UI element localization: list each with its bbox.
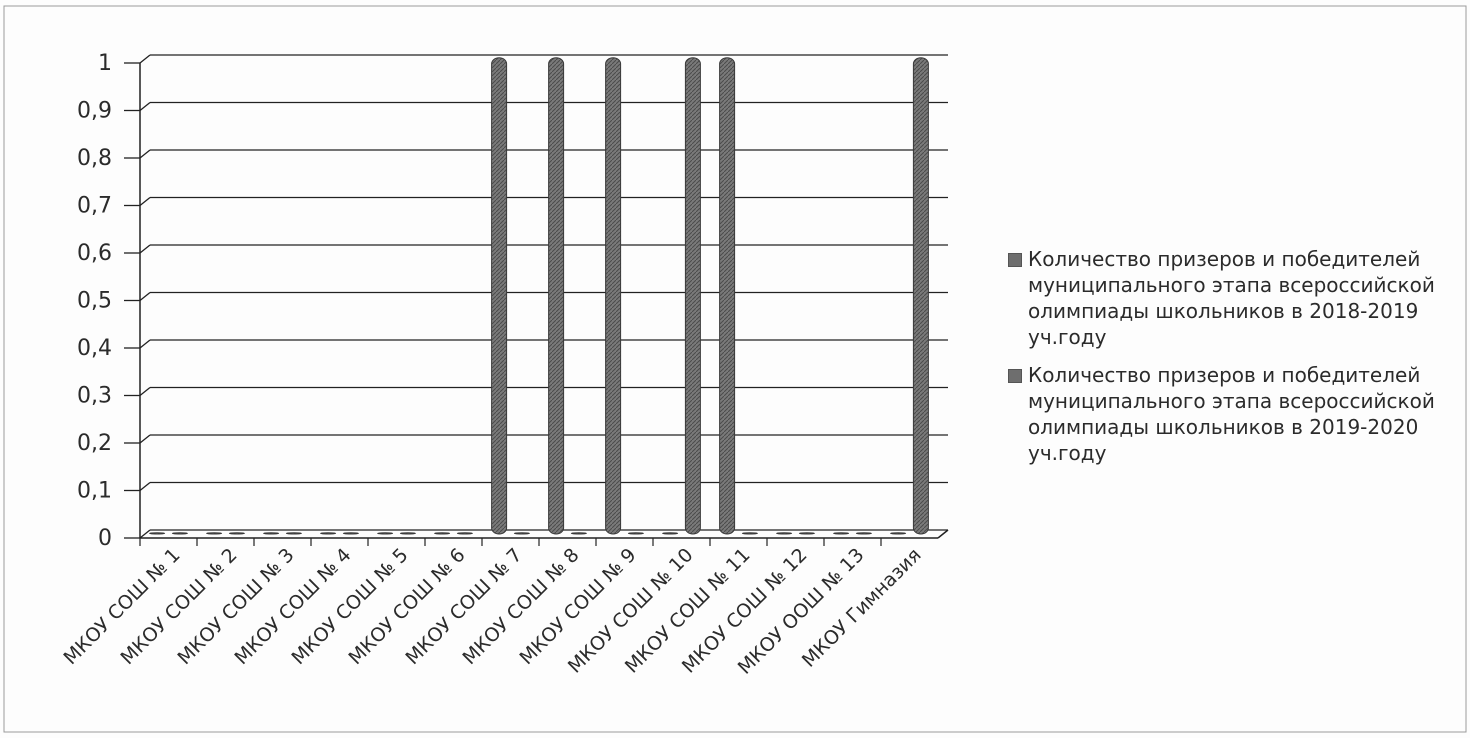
- bar-series-1: [662, 532, 679, 535]
- y-tick-label: 0,5: [77, 289, 112, 314]
- bar-series-2: [171, 532, 188, 535]
- legend-item-series-2: Количество призеров и победителей муници…: [1008, 362, 1463, 466]
- y-tick-label: 0,6: [77, 241, 112, 266]
- gridline-depth: [139, 481, 151, 492]
- x-axis-depth: [937, 529, 949, 539]
- bar-series-1: [320, 532, 337, 535]
- bar-series-2: [627, 532, 644, 535]
- bar-series-1: [149, 532, 166, 535]
- bar-series-2: [855, 532, 872, 535]
- legend-item-series-1: Количество призеров и победителей муници…: [1008, 246, 1463, 350]
- y-tick-label: 0,8: [77, 146, 112, 171]
- gridline-depth: [139, 386, 151, 397]
- bar-series-1: [263, 532, 280, 535]
- bar-series-1: [605, 57, 622, 535]
- bar-series-2: [456, 532, 473, 535]
- gridlines: [139, 54, 948, 539]
- bar-series-2: [399, 532, 416, 535]
- gridline-depth: [139, 291, 151, 302]
- legend-label-series-1: Количество призеров и победителей муници…: [1028, 247, 1435, 349]
- bar-series-1: [377, 532, 394, 535]
- bar-series-2: [285, 532, 302, 535]
- bar-series-1: [491, 57, 508, 535]
- bar-series-2: [684, 57, 701, 535]
- bar-series-1: [434, 532, 451, 535]
- chart-border: [3, 5, 1467, 733]
- gridline-depth: [139, 149, 151, 159]
- gridline-depth: [139, 244, 151, 254]
- y-tick-label: 0,7: [77, 194, 112, 219]
- y-tick-label: 0,3: [77, 384, 112, 409]
- bar-series-2: [570, 532, 587, 535]
- gridline-depth: [139, 434, 151, 444]
- bar-series-1: [206, 532, 223, 535]
- bar-series-1: [548, 57, 565, 535]
- legend-swatch-icon: [1008, 369, 1022, 383]
- y-tick-label: 0,9: [77, 99, 112, 124]
- bar-series-1: [776, 532, 793, 535]
- bar-series-1: [890, 532, 907, 535]
- bar-series-2: [741, 532, 758, 535]
- axes: [124, 62, 949, 546]
- bar-series-2: [228, 532, 245, 535]
- bar-series-2: [342, 532, 359, 535]
- y-tick-label: 1: [98, 51, 112, 76]
- gridline-depth: [139, 529, 151, 539]
- legend-label-series-2: Количество призеров и победителей муници…: [1028, 363, 1435, 465]
- bar-series-2: [912, 57, 929, 535]
- bars: [149, 57, 929, 535]
- gridline-depth: [139, 54, 151, 64]
- y-tick-label: 0,1: [77, 479, 112, 504]
- legend: Количество призеров и победителей муници…: [1008, 246, 1463, 478]
- y-tick-label: 0,2: [77, 431, 112, 456]
- y-tick-label: 0,4: [77, 336, 112, 361]
- y-tick-label: 0: [98, 526, 112, 551]
- gridline-depth: [139, 339, 151, 349]
- bar-series-2: [513, 532, 530, 535]
- gridline-depth: [139, 101, 151, 112]
- gridline-depth: [139, 196, 151, 207]
- bar-series-2: [798, 532, 815, 535]
- legend-swatch-icon: [1008, 253, 1022, 267]
- bar-series-1: [719, 57, 736, 535]
- bar-series-1: [833, 532, 850, 535]
